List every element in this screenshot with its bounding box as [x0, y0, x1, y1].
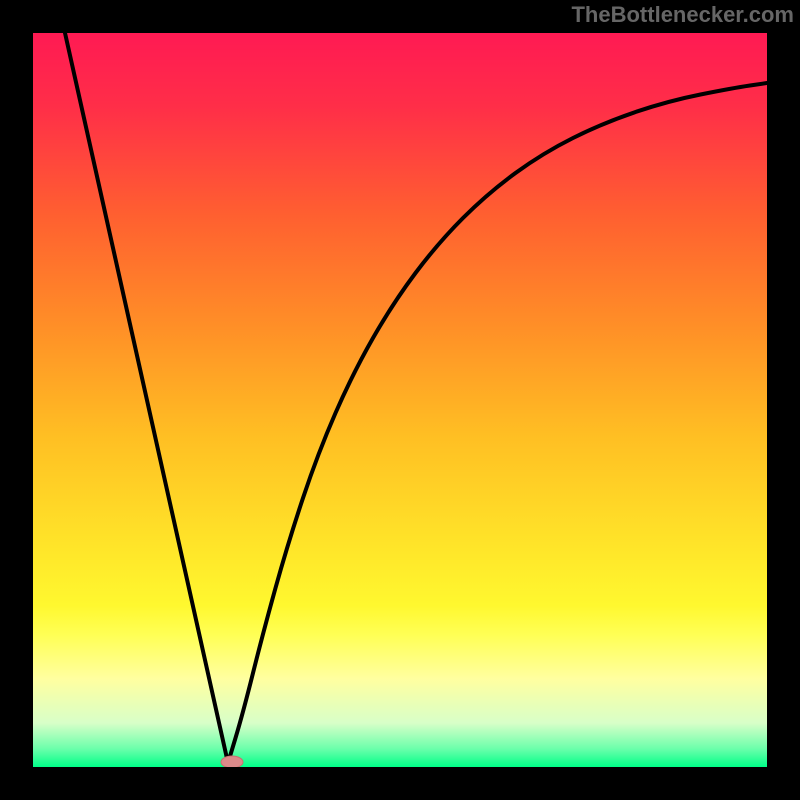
- chart-container: TheBottlenecker.com: [0, 0, 800, 800]
- plot-area: [33, 33, 767, 767]
- minimum-marker: [221, 756, 243, 767]
- plot-svg: [33, 33, 767, 767]
- watermark-label: TheBottlenecker.com: [571, 2, 794, 28]
- gradient-background: [33, 33, 767, 767]
